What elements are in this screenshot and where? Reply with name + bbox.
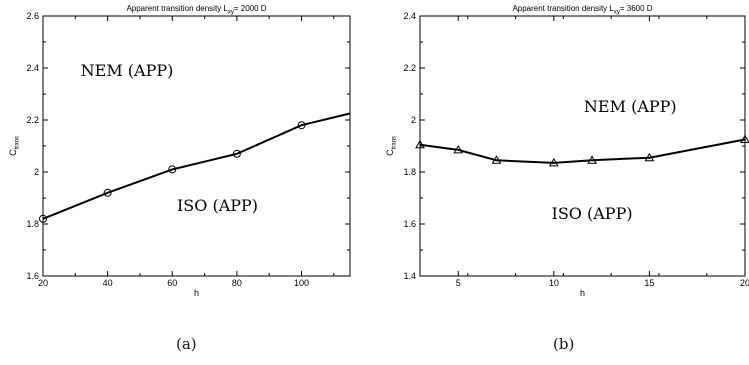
chart-a-xtick-label: 100: [294, 278, 309, 288]
chart-a-xlabel: h: [194, 288, 199, 298]
chart-a-xtick-label: 40: [103, 278, 113, 288]
chart-a-title: Apparent transition density Lxy= 2000 D: [126, 4, 266, 16]
chart-a-data-point: [39, 214, 47, 223]
chart-a-title-suffix: = 2000 D: [234, 4, 267, 13]
chart-b-ytick-label: 1.8: [403, 167, 416, 177]
chart-b: Apparent transition density Lxy= 3600 D 5…: [385, 4, 749, 298]
chart-b-title: Apparent transition density Lxy= 3600 D: [512, 4, 652, 16]
chart-b-annotation: NEM (APP): [584, 97, 677, 116]
chart-b-ytick-label: 2: [411, 115, 416, 125]
chart-b-ylabel: Ctrans: [385, 136, 398, 156]
chart-b-data-point: [740, 134, 749, 143]
chart-b-data-point: [491, 155, 502, 164]
chart-b-xtick-label: 5: [456, 278, 461, 288]
chart-b-ytick-label: 2.2: [403, 63, 416, 73]
chart-b-data-point: [415, 139, 425, 149]
chart-a-title-main: Apparent transition density L: [126, 4, 228, 13]
chart-b-annotation: ISO (APP): [552, 204, 633, 223]
chart-b-title-suffix: = 3600 D: [620, 4, 653, 13]
chart-b-ytick-label: 1.4: [403, 271, 416, 281]
chart-a-plot-frame: [42, 15, 351, 277]
chart-a-ylabel-main: C: [8, 149, 18, 156]
chart-a-annotation: ISO (APP): [177, 196, 258, 215]
caption-a: (a): [176, 335, 197, 353]
chart-b-title-main: Apparent transition density L: [512, 4, 614, 13]
chart-a-xtick-label: 20: [38, 278, 48, 288]
chart-a-ytick-label: 2: [34, 167, 39, 177]
chart-a-title-sub: xy: [228, 10, 234, 16]
chart-a-ytick-label: 2.4: [26, 63, 39, 73]
chart-a-xtick-label: 80: [232, 278, 242, 288]
chart-a-ytick-label: 2.6: [26, 11, 39, 21]
chart-b-series-line: [420, 138, 745, 164]
chart-a-ylabel-sub: trans: [15, 136, 21, 149]
chart-b-data-point: [587, 155, 597, 164]
chart-a: Apparent transition density Lxy= 2000 D 2…: [8, 4, 351, 298]
chart-a-data-point: [232, 149, 241, 158]
chart-b-title-sub: xy: [614, 10, 620, 16]
chart-a-data-point: [297, 121, 306, 130]
chart-a-data-point: [103, 188, 112, 197]
chart-a-ylabel: Ctrans: [8, 136, 21, 156]
chart-b-xtick-label: 20: [740, 278, 749, 288]
chart-b-data-point: [453, 144, 464, 154]
chart-b-ytick-label: 1.6: [403, 219, 416, 229]
chart-b-ylabel-main: C: [385, 149, 395, 156]
chart-a-ytick-label: 1.8: [26, 219, 39, 229]
chart-b-ylabel-sub: trans: [392, 136, 398, 149]
chart-b-data-point: [644, 152, 655, 162]
chart-b-ytick-label: 2.4: [403, 11, 416, 21]
chart-a-xtick-label: 60: [167, 278, 177, 288]
chart-b-data-point: [548, 157, 559, 167]
chart-b-xlabel: h: [580, 288, 585, 298]
chart-b-plot-frame: [419, 15, 746, 277]
chart-a-ytick-label: 2.2: [26, 115, 39, 125]
chart-a-series-line: [43, 112, 350, 220]
chart-a-ytick-label: 1.6: [26, 271, 39, 281]
chart-b-xtick-label: 15: [644, 278, 654, 288]
chart-a-data-point: [168, 165, 177, 174]
chart-b-xtick-label: 10: [549, 278, 559, 288]
caption-b: (b): [553, 335, 575, 353]
chart-a-annotation: NEM (APP): [81, 61, 174, 80]
